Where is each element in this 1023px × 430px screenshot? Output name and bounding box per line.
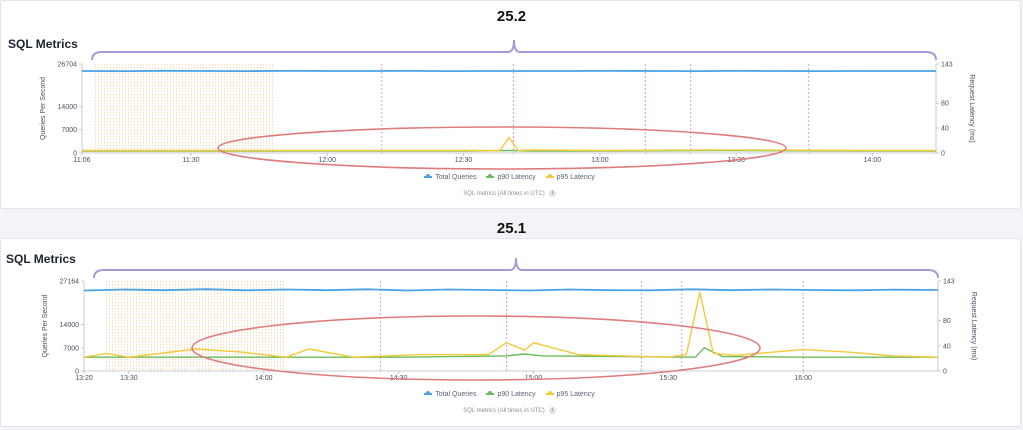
series-line-p95-latency (83, 291, 939, 358)
y-tick-label-right: 40 (943, 343, 951, 350)
legend-item-p95-latency[interactable]: p95 Latency (545, 174, 595, 181)
legend-item-p95-latency[interactable]: p95 Latency (545, 391, 595, 398)
y-tick-label-left: 14000 (58, 104, 78, 111)
annotation-ellipse (217, 126, 787, 170)
info-icon[interactable]: i (548, 190, 556, 197)
x-tick-label: 12:00 (319, 157, 337, 164)
x-tick-label: 15:30 (660, 375, 678, 382)
legend-label: Total Queries (435, 391, 477, 398)
sql-metrics-panel-25-2 (0, 0, 1021, 209)
footnote-text: SQL metrics (All times in UTC) (463, 408, 545, 415)
legend-item-p90-latency[interactable]: p90 Latency (486, 174, 536, 181)
chart-title-bottom: SQL Metrics (6, 252, 76, 266)
x-tick-label: 11:06 (74, 157, 91, 164)
footnote-top: SQL metrics (All times in UTC) i (0, 190, 1019, 197)
y-tick-label-right: 80 (943, 318, 951, 325)
x-tick-label: 15:00 (525, 375, 543, 382)
legend-item-p90-latency[interactable]: p90 Latency (486, 391, 536, 398)
annotation-brace (93, 257, 939, 279)
x-tick-label: 13:00 (591, 157, 609, 164)
y-tick-label-left: 7000 (63, 345, 79, 352)
y-tick-label-left: 27164 (60, 279, 80, 286)
y-tick-label-left: 0 (75, 369, 79, 376)
sql-metrics-chart-top: 0 7000 14000 26704 0 40 80 143 11:06 11:30 12:00 12… (40, 39, 975, 170)
legend-top: Total Queries p90 Latency p95 Latency (0, 174, 1019, 181)
y-tick-label-left: 7000 (61, 127, 77, 134)
x-tick-label: 13:30 (120, 375, 138, 382)
y-tick-label-right: 0 (941, 151, 945, 158)
series-line-p95-latency (82, 136, 936, 152)
annotation-ellipse (191, 315, 761, 381)
x-tick-label: 16:00 (794, 375, 812, 382)
legend-label: p95 Latency (556, 174, 595, 181)
y-tick-label-right: 40 (941, 126, 949, 133)
footnote-bottom: SQL metrics (All times in UTC) i (0, 407, 1019, 414)
y-axis-title-right: Request Latency (ms) (968, 74, 975, 142)
x-tick-label: 11:30 (183, 157, 200, 164)
legend-label: p90 Latency (497, 391, 536, 398)
y-axis-title-left: Queries Per Second (40, 77, 47, 140)
version-label-top: 25.2 (496, 8, 527, 25)
y-tick-label-left: 0 (73, 151, 77, 158)
legend-bottom: Total Queries p90 Latency p95 Latency (0, 391, 1019, 398)
legend-label: Total Queries (435, 174, 477, 181)
legend-item-total-queries[interactable]: Total Queries (424, 174, 477, 181)
legend-label: p95 Latency (556, 391, 595, 398)
y-tick-label-left: 14000 (60, 322, 80, 329)
y-axis-title-right: Request Latency (ms) (970, 292, 977, 360)
version-label-bottom: 25.1 (496, 220, 527, 237)
x-tick-label: 13:20 (75, 375, 93, 382)
x-tick-label: 12:30 (455, 157, 473, 164)
chart-title-top: SQL Metrics (8, 37, 78, 51)
y-tick-label-left: 26704 (58, 62, 78, 69)
legend-item-total-queries[interactable]: Total Queries (424, 391, 477, 398)
y-axis-title-left: Queries Per Second (42, 294, 49, 357)
legend-label: p90 Latency (497, 174, 536, 181)
y-tick-label-right: 0 (943, 369, 947, 376)
x-tick-label: 14:00 (255, 375, 273, 382)
info-icon[interactable]: i (548, 407, 556, 414)
footnote-text: SQL metrics (All times in UTC) (463, 191, 545, 198)
series-line-total-queries (83, 288, 939, 292)
x-tick-label: 14:00 (864, 157, 882, 164)
y-tick-label-right: 143 (943, 279, 955, 286)
y-tick-label-right: 80 (941, 101, 949, 108)
shaded-range (106, 281, 284, 371)
y-tick-label-right: 143 (941, 62, 953, 69)
series-line-p90-latency (84, 347, 938, 358)
annotation-brace (91, 39, 937, 61)
